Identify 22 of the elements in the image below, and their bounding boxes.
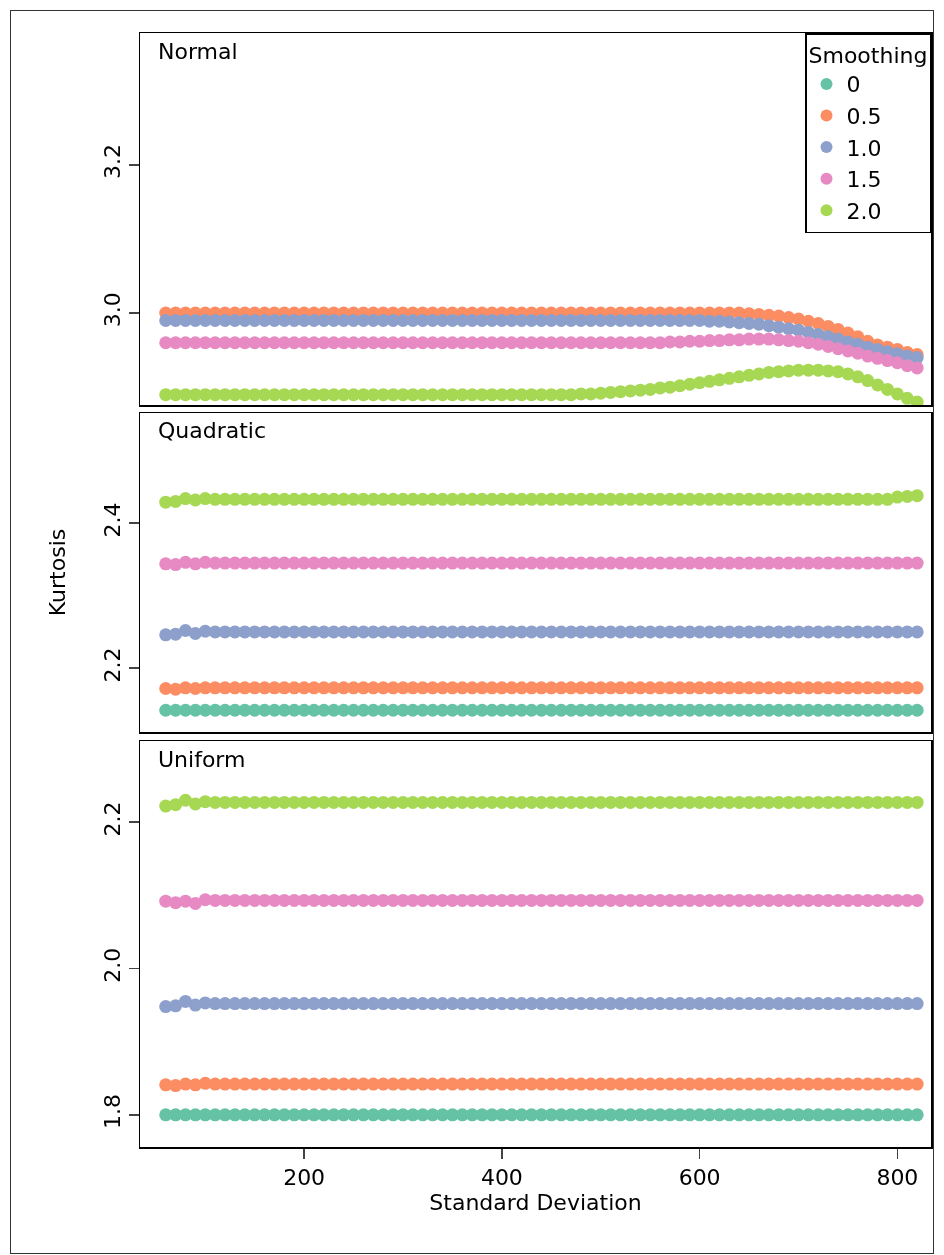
y-tick-label: 1.8 xyxy=(99,1094,125,1130)
chart-title: Quadratic xyxy=(158,418,267,443)
legend-label: 1.5 xyxy=(846,167,882,193)
x-tick-label: 400 xyxy=(480,1164,523,1190)
chart-title: Uniform xyxy=(158,747,246,772)
x-tick-label: 600 xyxy=(678,1164,721,1190)
y-tick-label: 3.0 xyxy=(99,292,125,328)
y-tick-label: 2.2 xyxy=(99,647,125,683)
legend-label: 1.0 xyxy=(846,135,882,161)
legend-label: 2.0 xyxy=(846,198,882,224)
legend-label: 0.5 xyxy=(846,104,882,130)
y-tick-label: 2.4 xyxy=(99,502,125,538)
legend-label: 0 xyxy=(846,72,861,98)
x-tick-label: 800 xyxy=(876,1164,919,1190)
y-tick-label: 2.2 xyxy=(99,801,125,837)
y-tick-label: 3.2 xyxy=(99,144,125,180)
y-axis-title: Kurtosis xyxy=(44,528,70,617)
legend-title: Smoothing xyxy=(808,43,928,69)
y-tick-label: 2.0 xyxy=(99,947,125,983)
chart-title: Normal xyxy=(158,39,238,64)
x-axis-title: Standard Deviation xyxy=(429,1189,642,1215)
x-tick-label: 200 xyxy=(283,1164,326,1190)
